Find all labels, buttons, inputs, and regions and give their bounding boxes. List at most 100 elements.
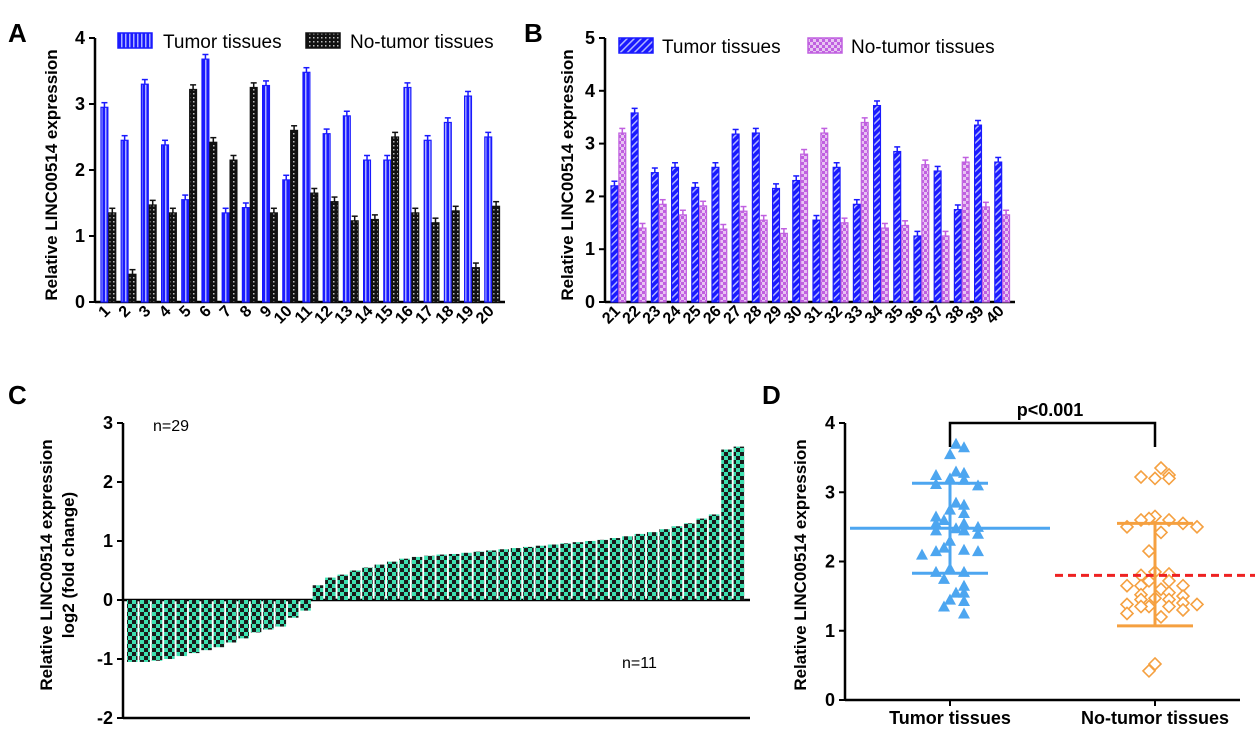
panel-a-bar-notumor (229, 159, 238, 303)
panel-a-bar-notumor (148, 204, 157, 303)
panel-a-x-tick-label: 5 (176, 303, 194, 321)
panel-d-point-tumor (958, 607, 970, 619)
panel-c-ylabel-line2: log2 (fold change) (59, 492, 78, 638)
panel-c-bar (448, 553, 460, 600)
panel-d-point-tumor (950, 465, 962, 477)
panel-b-y-tick-label: 0 (585, 292, 595, 312)
panel-c-bar (671, 526, 683, 600)
panel-a-bar-notumor (350, 220, 359, 303)
panel-b-bar-tumor (933, 170, 942, 303)
panel-c-bar (386, 561, 398, 600)
panel-b-ylabel: Relative LINC00514 expression (558, 49, 577, 300)
panel-d-point-tumor (938, 513, 950, 525)
panel-b-bar-notumor (779, 232, 788, 303)
panel-c-bar (486, 550, 497, 600)
legend-label-tumor-a: Tumor tissues (163, 32, 282, 53)
panel-d-point-tumor (938, 572, 950, 584)
panel-b-bar-tumor (731, 133, 740, 303)
panel-c-bar (436, 554, 448, 600)
panel-a-bar-tumor (181, 199, 190, 303)
panel-a-x-tick-label: 2 (116, 303, 134, 321)
panel-a-bar-notumor (431, 222, 440, 303)
panel-b-bar-notumor (699, 205, 708, 303)
panel-a-bar-notumor (411, 212, 420, 303)
panel-b-y-tick-label: 3 (585, 134, 595, 154)
panel-b-bar-tumor (670, 166, 680, 303)
panel-a-bar-tumor (201, 58, 210, 303)
panel-c-bar (585, 541, 596, 600)
panel-d-y-tick-label: 0 (825, 690, 835, 710)
panel-d-ylabel: Relative LINC00514 expression (791, 439, 810, 690)
panel-c-annot-bottom: n=11 (622, 655, 657, 672)
panel-b-bar-tumor (994, 161, 1003, 303)
panel-b-bar-notumor (618, 132, 627, 303)
panel-b-bar-tumor (973, 124, 983, 303)
panel-b-bar-notumor (678, 214, 687, 303)
panel-c-bar (696, 518, 708, 600)
panel-a-y-tick-label: 0 (75, 292, 85, 312)
panel-a-x-tick-label: 6 (197, 303, 215, 321)
panel-d-y-tick-label: 2 (825, 552, 835, 572)
panel-d-y-tick-label: 3 (825, 482, 835, 502)
panel-a-bar-tumor (464, 95, 473, 303)
panel-d-point-tumor (958, 441, 970, 453)
panel-c-bar (250, 600, 262, 633)
panel-a-x-tick-label: 7 (217, 303, 235, 321)
panel-c-bar (535, 545, 547, 600)
panel-a-bar-notumor (168, 212, 177, 303)
panel-d-point-tumor (958, 524, 970, 536)
panel-d-point-tumor (930, 510, 942, 522)
panel-d-point-tumor (958, 466, 970, 478)
panel-a-bar-tumor (302, 71, 311, 303)
panel-c-bar (510, 548, 522, 600)
panel-d-point-notumor (1153, 609, 1169, 625)
panel-a-x-tick-label: 20 (473, 303, 498, 328)
panel-a-letter: A (8, 18, 27, 48)
panel-c-y-tick-label: 1 (103, 531, 113, 551)
panel-d-point-notumor (1153, 460, 1169, 476)
panel-c: C Relative LINC00514 expression log2 (fo… (8, 380, 750, 728)
panel-a-y-tick-label: 4 (75, 28, 85, 48)
panel-c-bar (498, 549, 509, 600)
panel-d-point-tumor (930, 524, 942, 536)
panel-b-bar-notumor (921, 164, 930, 303)
panel-d-point-tumor (972, 527, 984, 539)
panel-a-bar-notumor (451, 210, 460, 303)
panel-d-point-tumor (958, 579, 970, 591)
panel-a-bar-notumor (471, 267, 480, 303)
panel-b-y-tick-label: 1 (585, 239, 595, 259)
panel-c-bar (622, 536, 633, 600)
panel-c-bar (127, 600, 138, 662)
panel-d-point-tumor (930, 565, 942, 577)
panel-c-bar (411, 556, 423, 600)
panel-a-x-tick-label: 3 (136, 303, 154, 321)
panel-c-bar (634, 533, 646, 600)
legend-swatch-tumor-a (117, 32, 153, 49)
panel-b-bar-tumor (650, 172, 659, 303)
panel-a-bar-notumor (269, 212, 278, 303)
panel-b-bar-notumor (901, 224, 910, 303)
panel-b-bar-notumor (1002, 214, 1011, 303)
panel-c-bar (139, 600, 150, 662)
panel-b-bar-notumor (719, 228, 728, 303)
panel-c-bar (164, 600, 175, 659)
panel-a-bar-tumor (262, 84, 271, 303)
panel-a-bar-notumor (108, 212, 117, 303)
panel-a-bar-tumor (322, 133, 331, 303)
panel-d-point-tumor (944, 593, 956, 605)
panel-c-bar (300, 600, 311, 611)
panel-b-bar-notumor (961, 161, 970, 303)
panel-c-bar (337, 574, 348, 600)
panel-c-bar (151, 600, 163, 661)
panel-b-bar-tumor (953, 209, 962, 303)
panel-b-bar-notumor (820, 132, 829, 303)
panel-b-bar-tumor (691, 186, 700, 303)
panel-b-bar-notumor (880, 227, 889, 303)
panel-d-point-tumor (938, 600, 950, 612)
panel-d: D Relative LINC00514 expression p<0.001 … (762, 380, 1255, 728)
panel-b-bar-tumor (872, 104, 882, 303)
panel-b-bar-tumor (771, 187, 781, 303)
panel-b-plot: 0123452122232425262728293031323334353637… (585, 28, 1015, 327)
panel-c-bar (572, 542, 584, 600)
panel-a-bar-tumor (403, 86, 412, 303)
